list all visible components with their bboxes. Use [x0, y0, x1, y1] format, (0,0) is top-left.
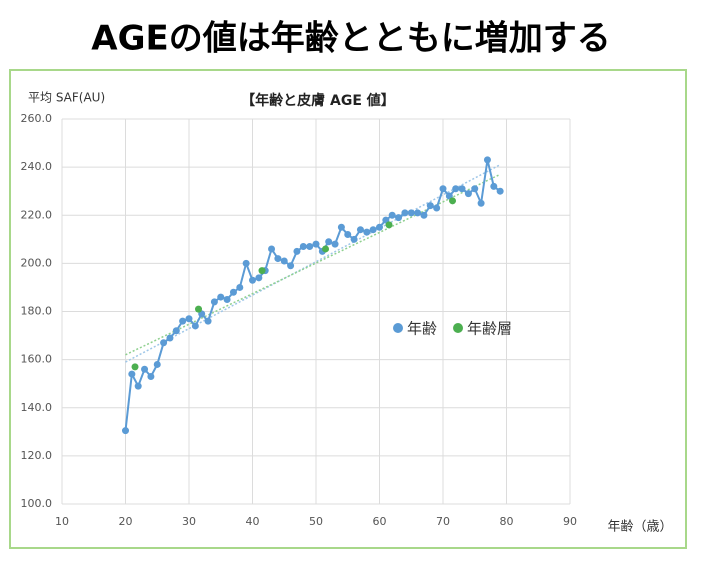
legend-marker: [393, 323, 403, 333]
data-point: [312, 240, 320, 248]
y-tick-label: 260.0: [21, 112, 53, 125]
data-point: [414, 209, 422, 217]
data-point: [141, 365, 149, 373]
y-tick-label: 160.0: [21, 353, 53, 366]
data-point: [376, 223, 383, 231]
group-point: [131, 363, 139, 371]
data-point: [274, 255, 282, 263]
data-point: [172, 327, 180, 335]
data-point: [287, 262, 295, 270]
x-tick-label: 60: [373, 515, 387, 528]
data-point: [433, 204, 441, 212]
data-point: [331, 240, 339, 248]
data-point: [210, 298, 218, 306]
group-point: [195, 305, 203, 313]
data-point: [134, 382, 142, 390]
data-point: [464, 190, 472, 198]
data-point: [356, 226, 364, 234]
y-tick-label: 120.0: [21, 449, 53, 462]
page-title: AGEの値は年齢とともに増加する: [91, 19, 610, 59]
data-point: [268, 245, 276, 253]
x-tick-label: 20: [119, 515, 133, 528]
data-point: [299, 243, 307, 251]
y-axis-label: 平均 SAF(AU): [28, 91, 105, 105]
data-point: [293, 247, 301, 255]
x-tick-label: 70: [436, 515, 450, 528]
data-point: [280, 257, 288, 265]
group-point: [258, 267, 266, 275]
data-point: [191, 322, 199, 330]
trendline: [125, 164, 501, 363]
legend-label: 年齢層: [467, 320, 512, 338]
data-point: [344, 231, 352, 238]
data-line: [124, 159, 501, 431]
data-point: [229, 288, 237, 296]
data-point: [458, 185, 466, 193]
x-tick-label: 50: [309, 515, 323, 528]
data-point: [401, 209, 409, 217]
group-point: [385, 221, 393, 229]
group-point: [322, 245, 330, 253]
trendline: [125, 173, 501, 356]
data-point: [420, 211, 428, 219]
data-point: [477, 199, 485, 207]
data-point: [153, 360, 161, 368]
data-point: [325, 238, 333, 246]
data-point: [496, 187, 504, 195]
chart-border: [9, 69, 687, 549]
x-axis-label: 年齢（歳）: [607, 520, 672, 535]
x-tick-label: 90: [563, 515, 577, 528]
x-tick-label: 10: [55, 515, 69, 528]
y-tick-label: 180.0: [21, 305, 53, 318]
data-point: [217, 293, 225, 301]
data-point: [483, 156, 491, 164]
legend-marker: [453, 323, 464, 333]
data-point: [388, 211, 396, 219]
data-point: [426, 202, 434, 210]
data-point: [439, 185, 447, 193]
x-tick-label: 80: [500, 515, 514, 528]
data-point: [395, 214, 403, 222]
y-tick-label: 100.0: [21, 497, 53, 510]
data-point: [160, 339, 168, 347]
data-point: [128, 370, 136, 378]
data-point: [122, 427, 129, 435]
legend-label: 年齢: [407, 320, 437, 338]
y-tick-label: 220.0: [21, 208, 53, 221]
data-point: [236, 283, 244, 291]
x-tick-label: 30: [182, 515, 196, 528]
data-point: [350, 235, 358, 243]
x-tick-label: 40: [246, 515, 260, 528]
data-point: [306, 243, 314, 251]
chart-title: 【年齢と皮膚 AGE 値】: [241, 92, 395, 109]
data-point: [452, 185, 460, 193]
data-point: [363, 228, 371, 236]
y-tick-label: 240.0: [21, 160, 53, 173]
data-point: [185, 315, 193, 323]
group-point: [449, 197, 457, 205]
data-point: [407, 209, 415, 217]
data-point: [242, 259, 250, 267]
data-point: [166, 334, 174, 342]
data-point: [490, 182, 498, 190]
data-point: [147, 372, 155, 380]
data-point: [255, 274, 263, 282]
y-tick-label: 200.0: [21, 256, 53, 269]
data-point: [249, 276, 256, 284]
data-point: [179, 317, 187, 325]
data-point: [337, 223, 345, 231]
data-point: [204, 317, 212, 325]
data-point: [471, 185, 479, 193]
data-point: [223, 295, 231, 303]
y-tick-label: 140.0: [21, 401, 53, 414]
data-point: [369, 226, 377, 234]
